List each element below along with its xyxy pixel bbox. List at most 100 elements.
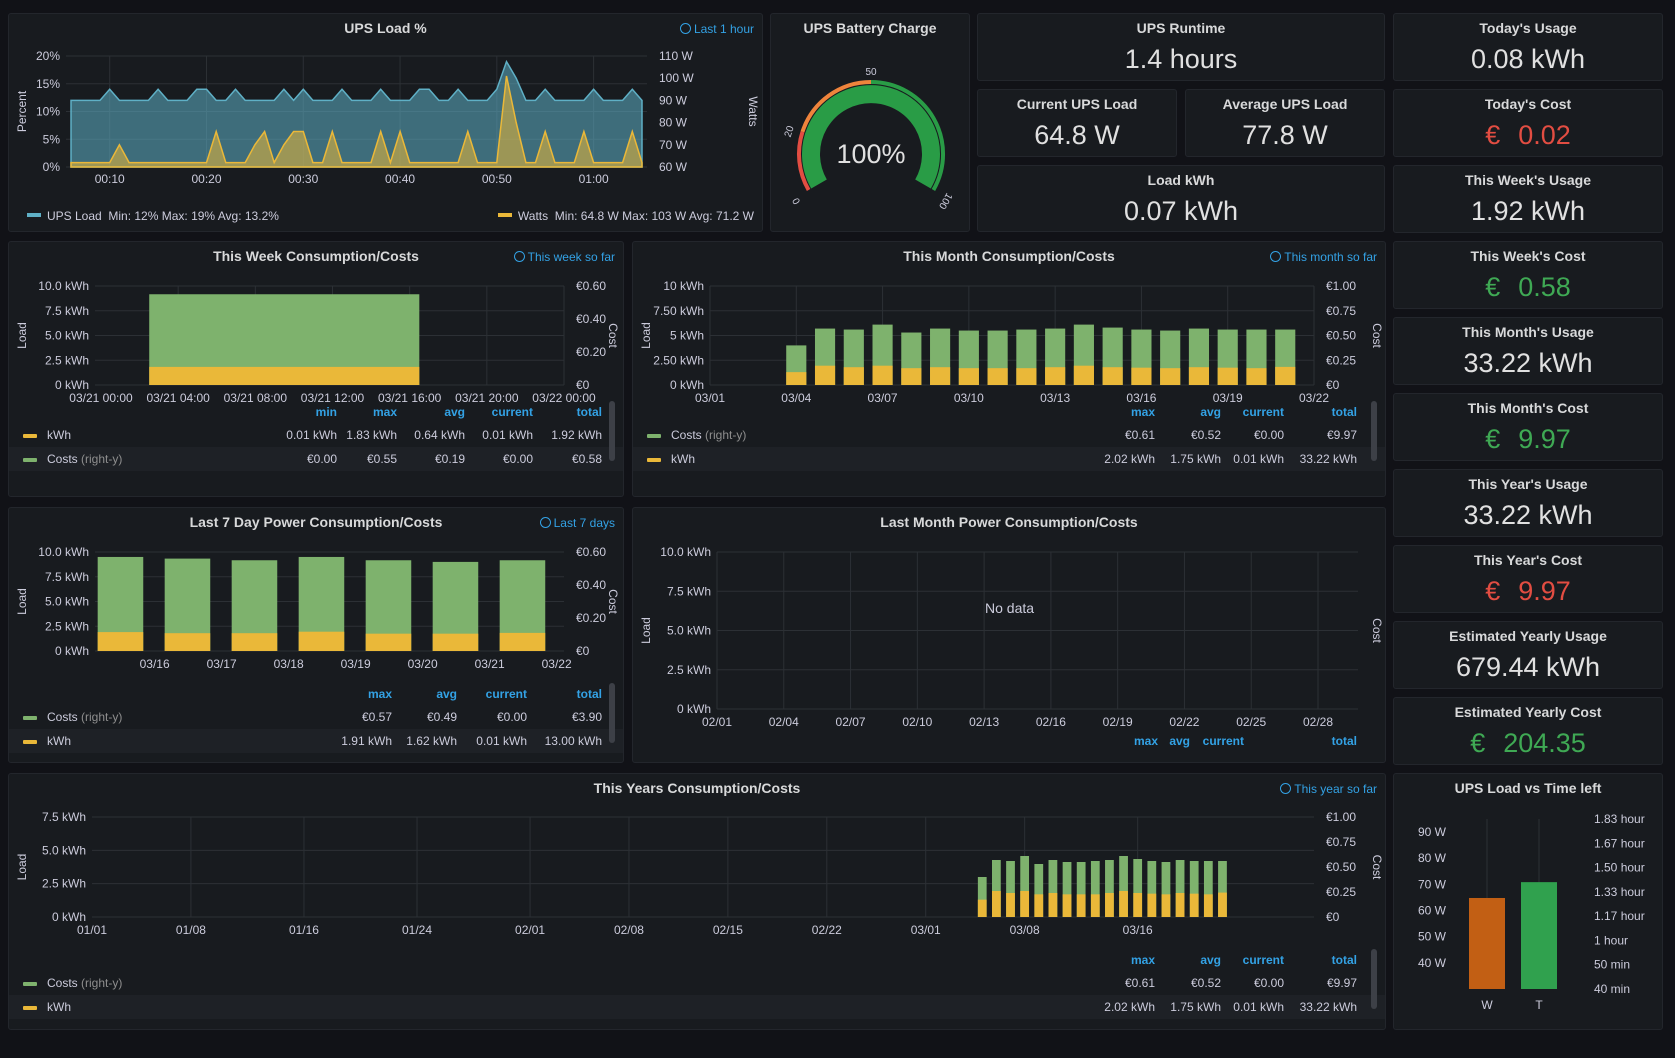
bar-kwh <box>992 891 1001 917</box>
legend-scrollbar[interactable] <box>1371 401 1377 461</box>
panel-title[interactable]: This Years Consumption/Costs <box>593 780 801 796</box>
panel-title[interactable]: This Week Consumption/Costs <box>213 248 419 264</box>
legend-header-avg[interactable]: avg <box>436 687 457 701</box>
legend-scrollbar[interactable] <box>609 401 615 461</box>
this-year-chart[interactable]: 0 kWh 2.5 kWh 5.0 kWh 7.5 kWh €0 €0.25 €0.50 €0… <box>9 774 1386 1030</box>
ups-load-chart[interactable]: 0% 5% 10% 15% 20% 60 W 70 W 80 W 90 W 100 W 110 W 0… <box>9 14 763 232</box>
load-vs-time-chart[interactable]: 40 W 50 W 60 W 70 W 80 W 90 W 40 min 50 min 1 ho… <box>1394 774 1663 1030</box>
time-range-info[interactable]: This year so far <box>1280 782 1377 796</box>
legend-value-total: €3.90 <box>571 710 602 724</box>
legend-header-max[interactable]: max <box>1130 405 1155 419</box>
legend-header-avg[interactable]: avg <box>444 405 465 419</box>
legend-row[interactable]: Costs (right-y) €0.61 €0.52 €0.00 €9.97 <box>633 423 1385 447</box>
time-range-info[interactable]: This week so far <box>513 250 615 264</box>
stat-title[interactable]: Current UPS Load <box>1016 96 1138 112</box>
legend-row[interactable]: Costs (right-y) €0.00 €0.55 €0.19 €0.00 €0.58 <box>9 447 623 471</box>
legend-header-avg[interactable]: avg <box>1200 953 1221 967</box>
legend-header-current[interactable]: current <box>1242 953 1284 967</box>
legend-header-max[interactable]: max <box>367 687 392 701</box>
y-tick-label: 20% <box>36 49 60 63</box>
legend-header-total[interactable]: total <box>1331 953 1357 967</box>
legend-row[interactable]: kWh 2.02 kWh 1.75 kWh 0.01 kWh 33.22 kWh <box>633 447 1385 471</box>
bar-kwh <box>786 372 807 385</box>
x-tick-label: 02/28 <box>1303 715 1333 729</box>
legend-header-max[interactable]: max <box>1130 953 1155 967</box>
time-range-info[interactable]: Last 7 days <box>539 516 615 530</box>
y-tick-label: 10.0 kWh <box>38 545 89 559</box>
axis-label: Cost <box>1370 618 1384 643</box>
legend-value-avg: 0.64 kWh <box>414 428 465 442</box>
bar-kwh <box>1090 894 1100 917</box>
stat-title[interactable]: Today's Usage <box>1479 20 1577 36</box>
this-week-chart[interactable]: 0 kWh 2.5 kWh 5.0 kWh 7.5 kWh 10.0 kWh €0 €0.2… <box>9 242 624 497</box>
legend-header-max[interactable]: max <box>1133 734 1158 748</box>
legend-header-current[interactable]: current <box>1242 405 1284 419</box>
panel-title[interactable]: Last 7 Day Power Consumption/Costs <box>189 514 443 530</box>
stat-title[interactable]: This Month's Cost <box>1467 400 1589 416</box>
panel-title[interactable]: This Month Consumption/Costs <box>903 248 1115 264</box>
legend-header-current[interactable]: current <box>485 687 527 701</box>
legend-value-avg: €0.19 <box>434 452 465 466</box>
stat-value: 77.8 W <box>1242 120 1328 150</box>
panel-title[interactable]: UPS Battery Charge <box>803 20 937 36</box>
legend-ups-load[interactable]: UPS Load Min: 12% Max: 19% Avg: 13.2% <box>27 209 279 223</box>
panel-title[interactable]: UPS Load % <box>344 20 427 36</box>
legend-series-name: Costs (right-y) <box>671 428 747 442</box>
legend-scrollbar[interactable] <box>609 683 615 743</box>
legend-header-max[interactable]: max <box>372 405 397 419</box>
legend-header-total[interactable]: total <box>1331 734 1357 748</box>
y-tick-label: 90 W <box>659 93 688 107</box>
panel-title[interactable]: UPS Load vs Time left <box>1454 780 1602 796</box>
stat-title[interactable]: This Year's Cost <box>1473 552 1583 568</box>
stat-avg-load: Average UPS Load 77.8 W <box>1185 89 1385 157</box>
stat-title[interactable]: This Year's Usage <box>1468 476 1588 492</box>
stat-title[interactable]: Estimated Yearly Usage <box>1449 628 1607 644</box>
legend-row[interactable]: kWh 1.91 kWh 1.62 kWh 0.01 kWh 13.00 kWh <box>9 729 623 753</box>
legend-row[interactable]: kWh 2.02 kWh 1.75 kWh 0.01 kWh 33.22 kWh <box>9 995 1385 1019</box>
panel-title[interactable]: Last Month Power Consumption/Costs <box>880 514 1138 530</box>
legend-header-current[interactable]: current <box>1202 734 1244 748</box>
stat-title[interactable]: This Month's Usage <box>1462 324 1594 340</box>
legend-row[interactable]: Costs (right-y) €0.57 €0.49 €0.00 €3.90 <box>9 705 623 729</box>
legend-header-total[interactable]: total <box>1331 405 1357 419</box>
y-tick-label: 5.0 kWh <box>45 595 89 609</box>
this-month-chart[interactable]: 0 kWh 2.50 kWh 5 kWh 7.50 kWh 10 kWh €0 €0.25 €… <box>633 242 1386 497</box>
stat-title[interactable]: Load kWh <box>1147 172 1215 188</box>
y-tick-label: €0.75 <box>1326 304 1356 318</box>
x-tick-label: 03/16 <box>140 657 170 671</box>
stat-title[interactable]: This Week's Cost <box>1470 248 1586 264</box>
legend-scrollbar[interactable] <box>1371 949 1377 1009</box>
gauge-value-arc <box>802 85 940 189</box>
stat-month-cost: This Month's Cost €9.97 <box>1393 393 1663 461</box>
bar-costs <box>1133 859 1143 917</box>
legend-series-name: Costs (right-y) <box>47 452 123 466</box>
gauge-threshold-orange <box>800 80 872 133</box>
y-tick-label: €0.20 <box>576 345 606 359</box>
stat-title[interactable]: Estimated Yearly Cost <box>1454 704 1602 720</box>
legend-row[interactable]: kWh 0.01 kWh 1.83 kWh 0.64 kWh 0.01 kWh 1.92… <box>9 423 623 447</box>
time-range-info[interactable]: This month so far <box>1270 250 1377 264</box>
legend-value-total: 33.22 kWh <box>1299 452 1357 466</box>
stat-title[interactable]: UPS Runtime <box>1136 20 1226 36</box>
y-tick-label: 70 W <box>659 138 688 152</box>
time-range-info[interactable]: Last 1 hour <box>679 22 754 36</box>
last-month-chart[interactable]: 0 kWh 2.5 kWh 5.0 kWh 7.5 kWh 10.0 kWh Load Co… <box>633 508 1386 763</box>
legend-header-avg[interactable]: avg <box>1169 734 1190 748</box>
legend-header-total[interactable]: total <box>576 687 602 701</box>
bar-kwh <box>298 631 345 651</box>
legend-watts[interactable]: Watts Min: 64.8 W Max: 103 W Avg: 71.2 W <box>497 209 754 223</box>
stat-title[interactable]: Today's Cost <box>1484 96 1572 112</box>
stat-title[interactable]: Average UPS Load <box>1222 96 1348 112</box>
stat-value: €0.58 <box>1485 272 1571 302</box>
legend-header-min[interactable]: min <box>315 405 337 419</box>
stat-title[interactable]: This Week's Usage <box>1464 172 1591 188</box>
legend-header-avg[interactable]: avg <box>1200 405 1221 419</box>
x-tick-label: W <box>1481 998 1493 1012</box>
legend-header-total[interactable]: total <box>576 405 602 419</box>
bar-costs <box>1048 860 1058 917</box>
legend-header-current[interactable]: current <box>491 405 533 419</box>
x-tick-label: 02/10 <box>902 715 932 729</box>
last-7-days-chart[interactable]: 0 kWh 2.5 kWh 5.0 kWh 7.5 kWh 10.0 kWh €0 €0.2… <box>9 508 624 763</box>
legend-row[interactable]: Costs (right-y) €0.61 €0.52 €0.00 €9.97 <box>9 971 1385 995</box>
x-tick-label: 03/18 <box>274 657 304 671</box>
